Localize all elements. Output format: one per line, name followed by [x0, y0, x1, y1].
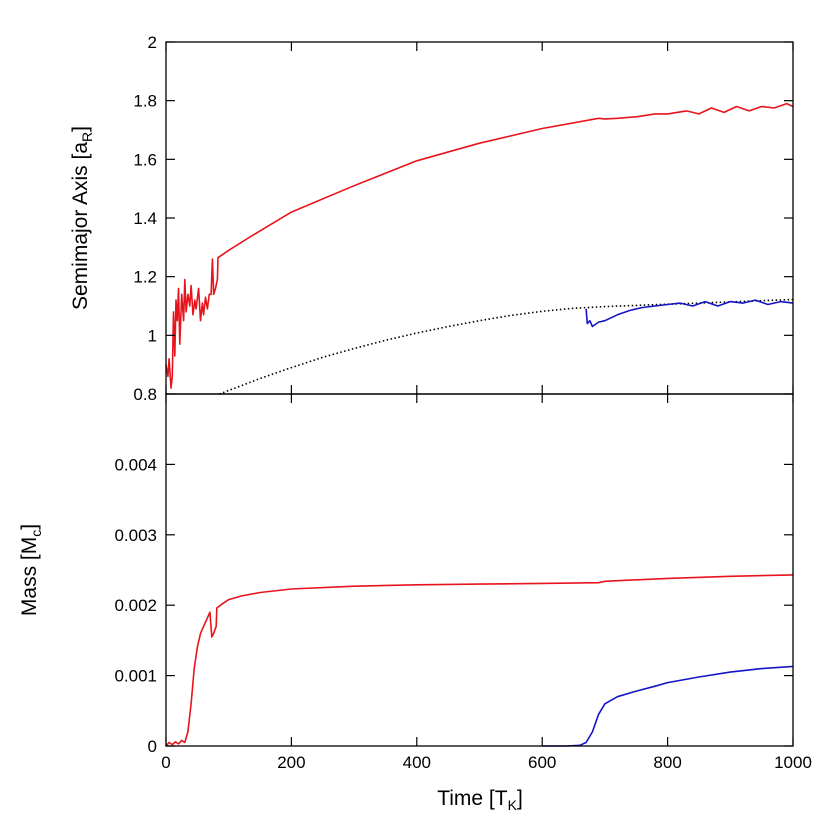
bottom-xtick-labels-group: 0 200 400 600 800 1000: [161, 753, 812, 772]
top-ytick-label-1: 1: [148, 326, 157, 345]
top-ylabel: Semimajor Axis [aR]: [69, 126, 95, 310]
top-ylabel-sub: R: [79, 132, 95, 142]
top-ticks-group: [165, 41, 794, 395]
bottom-ylabel-sub: c: [28, 530, 44, 537]
bottom-ytick-label-4: 0.004: [114, 455, 157, 474]
top-plot-frame: [165, 41, 794, 395]
bottom-plot-frame: [165, 393, 794, 747]
top-ylabel-main: Semimajor Axis [a: [69, 142, 92, 310]
xlabel-main: Time [T: [437, 787, 508, 810]
bottom-ylabel-end: ]: [18, 524, 41, 530]
bottom-ytick-labels-group: 0 0.001 0.002 0.003 0.004: [114, 455, 157, 756]
xlabel-end: ]: [517, 787, 523, 810]
xlabel-sub: K: [508, 797, 518, 813]
bottom-series-group: [165, 574, 794, 747]
bottom-xtick-label-1: 200: [277, 753, 305, 772]
top-ytick-label-6: 2: [148, 33, 157, 52]
top-ytick-label-2: 1.2: [133, 268, 157, 287]
x-axis-label: Time [TK]: [437, 787, 523, 813]
bottom-ylabel: Mass [Mc]: [18, 524, 44, 616]
top-series-line-0: [165, 102, 794, 389]
top-ytick-label-5: 1.8: [133, 92, 157, 111]
bottom-xtick-label-5: 1000: [774, 753, 812, 772]
top-series-line-2: [585, 299, 794, 328]
bottom-xtick-label-3: 600: [528, 753, 556, 772]
bottom-ytick-label-3: 0.003: [114, 526, 157, 545]
top-ytick-label-3: 1.4: [133, 209, 157, 228]
bottom-series-line-1: [542, 665, 794, 747]
top-ylabel-end: ]: [69, 126, 92, 132]
top-panel: 0.8 1 1.2 1.4 1.6 1.8 2 Semimajor Axis [aR]: [69, 33, 794, 404]
bottom-ytick-label-1: 0.001: [114, 667, 157, 686]
top-ytick-label-0: 0.8: [133, 385, 157, 404]
bottom-xtick-label-0: 0: [161, 753, 170, 772]
bottom-ytick-label-2: 0.002: [114, 596, 157, 615]
bottom-xtick-label-4: 800: [653, 753, 681, 772]
top-series-line-1: [219, 298, 794, 395]
top-ytick-label-4: 1.6: [133, 150, 157, 169]
top-series-group: [165, 102, 794, 395]
top-ytick-labels-group: 0.8 1 1.2 1.4 1.6 1.8 2: [133, 33, 157, 404]
bottom-ticks-group: [165, 394, 794, 747]
bottom-xtick-label-2: 400: [403, 753, 431, 772]
bottom-ytick-label-0: 0: [148, 737, 157, 756]
bottom-series-line-0: [165, 574, 794, 747]
bottom-ylabel-main: Mass [M: [18, 537, 41, 616]
